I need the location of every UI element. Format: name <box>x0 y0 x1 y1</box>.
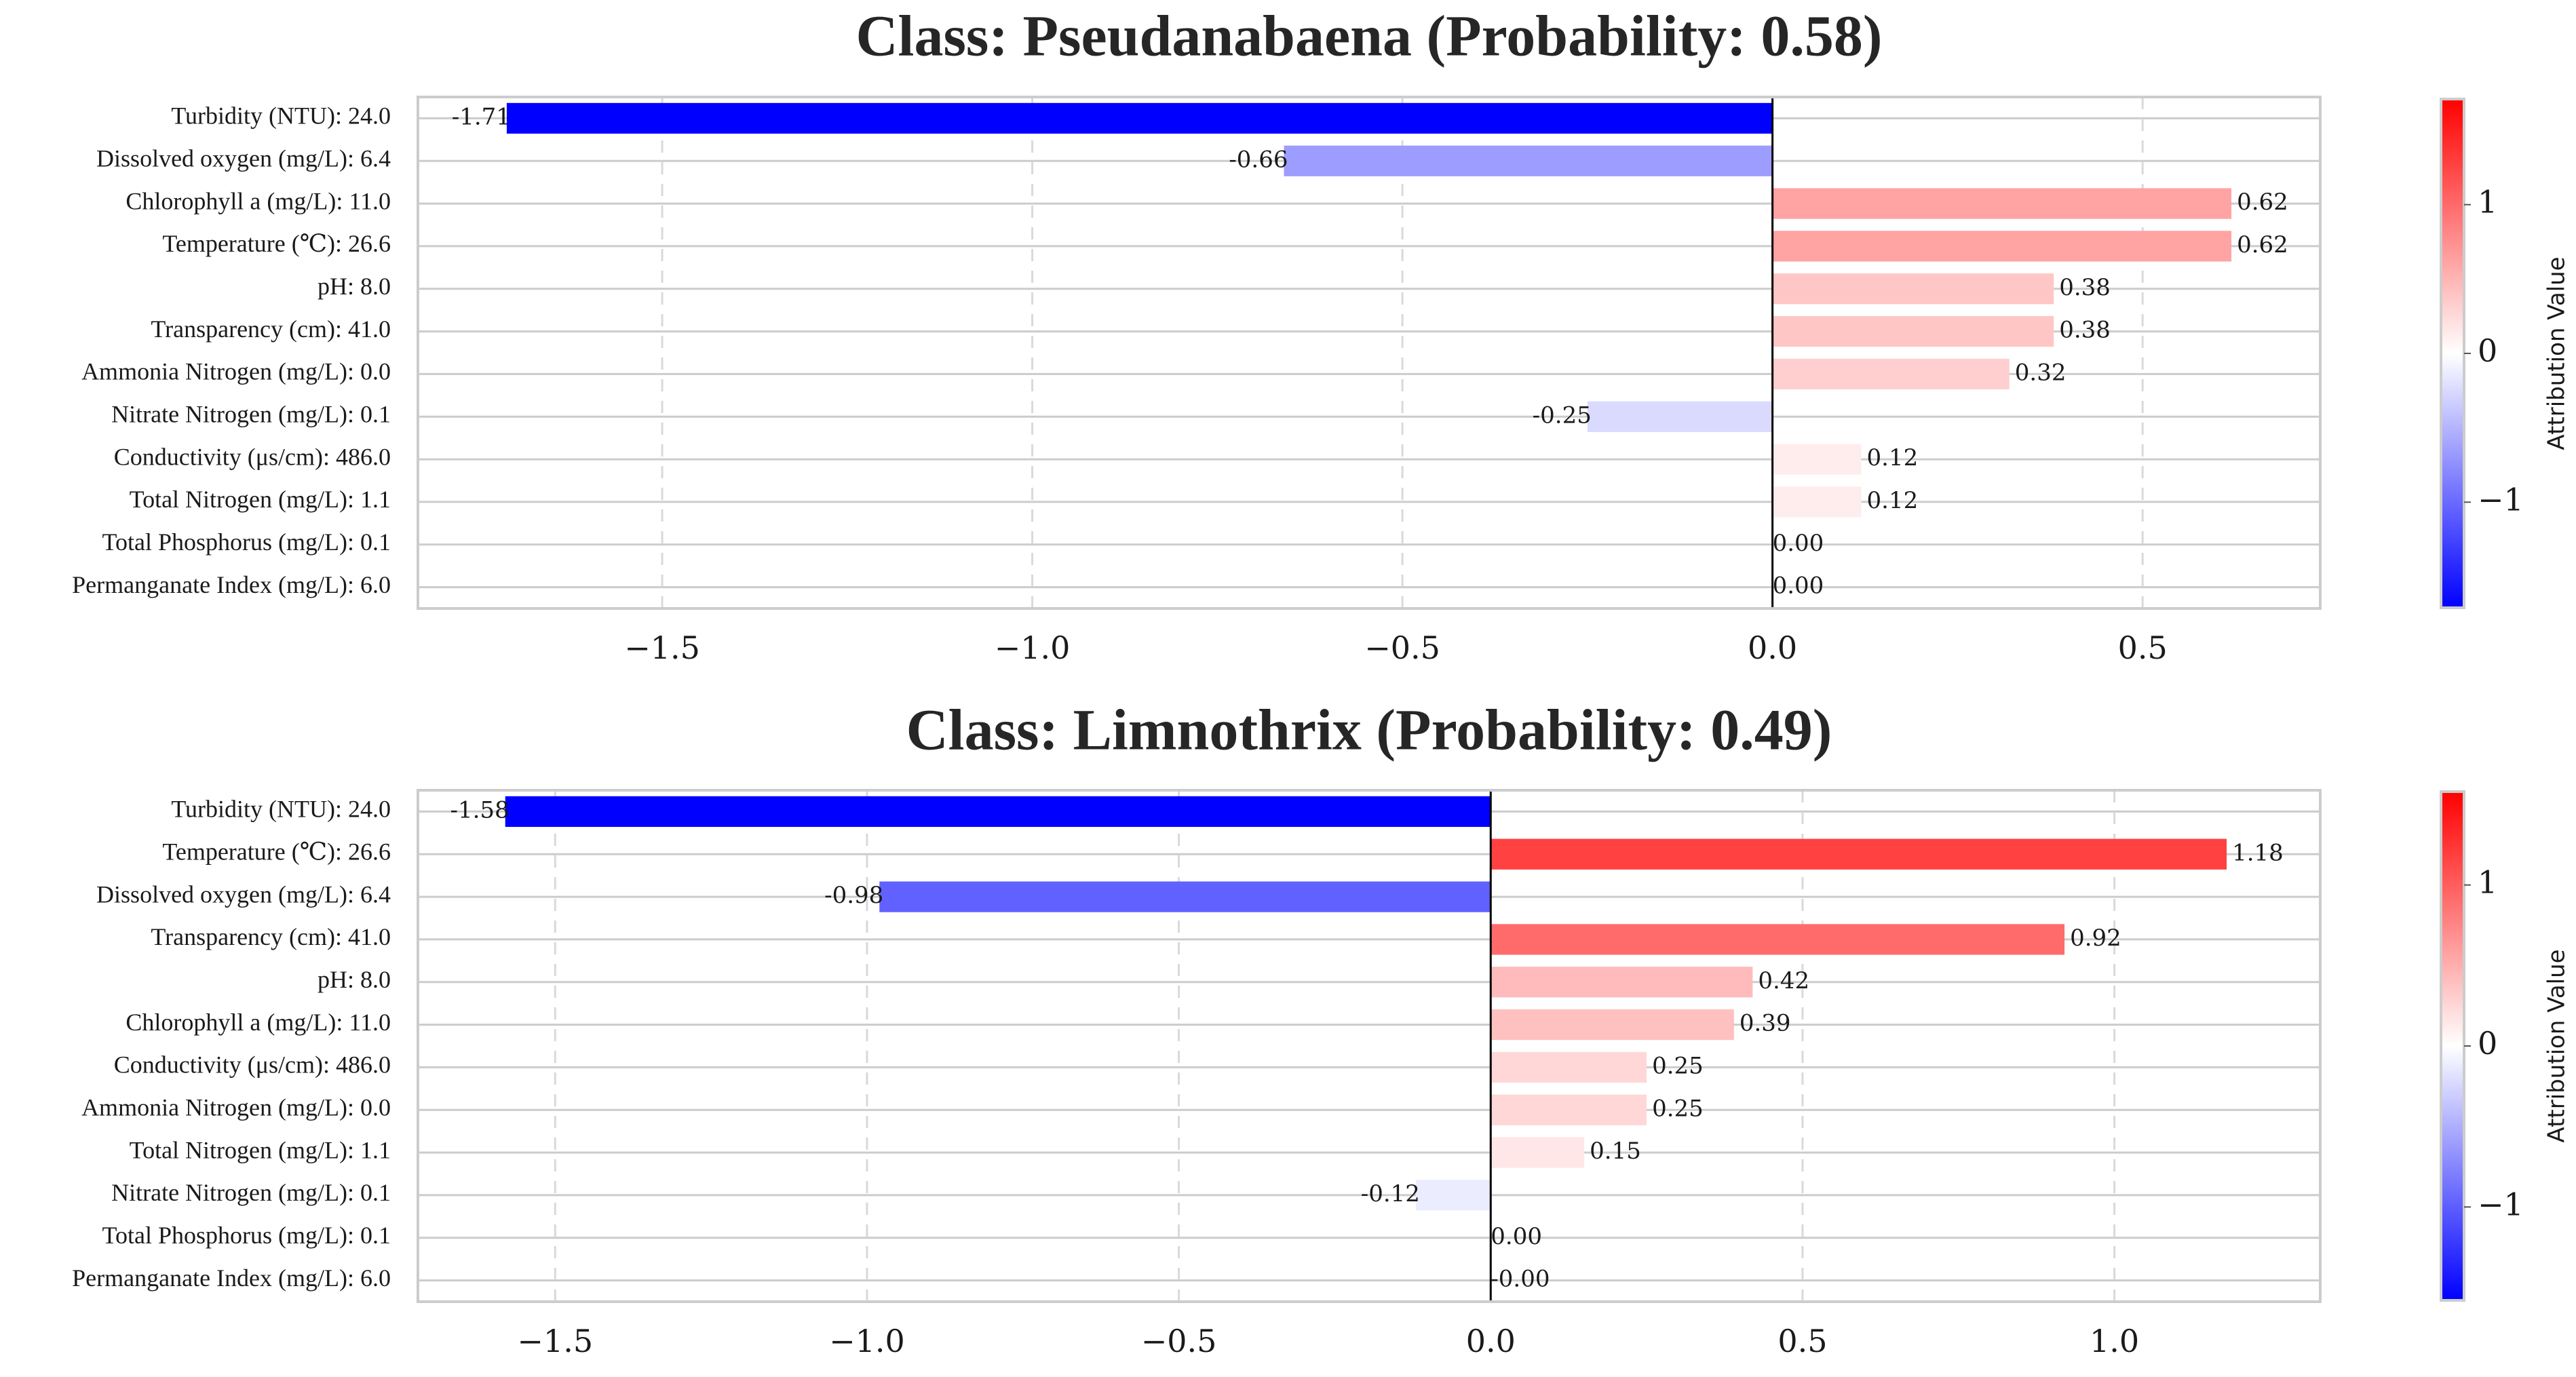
y-tick-label: Ammonia Nitrogen (mg/L): 0.0 <box>81 358 391 385</box>
y-tick-label: Permanganate Index (mg/L): 6.0 <box>72 1264 391 1292</box>
data-label: 0.92 <box>2070 925 2121 952</box>
y-tick-label: Transparency (cm): 41.0 <box>151 923 391 950</box>
bar <box>1491 838 2227 870</box>
bar <box>1772 188 2232 219</box>
x-tick-label: 0.0 <box>1748 629 1797 666</box>
y-tick-label: Nitrate Nitrogen (mg/L): 0.1 <box>111 1179 391 1206</box>
chart-panel-pseudanabaena: Class: Pseudanabaena (Probability: 0.58)… <box>72 3 2570 666</box>
x-tick-label: 0.5 <box>1777 1323 1827 1359</box>
y-tick-label: pH: 8.0 <box>318 273 391 300</box>
colorbar-tick-label: −1 <box>2478 481 2524 518</box>
bar <box>505 796 1491 828</box>
y-tick-label: Total Nitrogen (mg/L): 1.1 <box>130 1136 391 1163</box>
y-tick-label: Conductivity (μs/cm): 486.0 <box>114 1051 391 1079</box>
data-label: 1.18 <box>2232 839 2284 866</box>
y-tick-label: Total Nitrogen (mg/L): 1.1 <box>130 486 391 513</box>
data-label: 0.00 <box>1773 530 1824 557</box>
colorbar-tick-label: −1 <box>2478 1186 2524 1222</box>
y-tick-label: Turbidity (NTU): 24.0 <box>171 796 391 823</box>
data-label: -0.66 <box>1229 146 1288 173</box>
colorbar <box>2440 790 2465 1302</box>
x-tick-label: 0.0 <box>1466 1323 1516 1359</box>
bar <box>1415 1180 1491 1211</box>
y-tick-label: Permanganate Index (mg/L): 6.0 <box>72 571 391 598</box>
data-label: 0.42 <box>1758 967 1809 994</box>
bar <box>1491 1094 1647 1125</box>
bar <box>1772 231 2232 262</box>
bar <box>1491 924 2065 955</box>
y-tick-label: Chlorophyll a (mg/L): 11.0 <box>126 187 391 214</box>
x-tick-label: 1.0 <box>2090 1323 2139 1359</box>
x-tick-label: −1.5 <box>624 629 700 666</box>
bar <box>506 102 1773 134</box>
bar <box>1587 401 1773 432</box>
x-tick-label: −1.5 <box>517 1323 593 1359</box>
colorbar-tick-label: 0 <box>2478 1025 2497 1062</box>
data-label: 0.38 <box>2059 274 2111 301</box>
chart-title: Class: Pseudanabaena (Probability: 0.58) <box>856 3 1882 69</box>
y-tick-label: Dissolved oxygen (mg/L): 6.4 <box>96 880 391 908</box>
y-tick-label: Nitrate Nitrogen (mg/L): 0.1 <box>111 401 391 428</box>
y-tick-label: pH: 8.0 <box>318 966 391 993</box>
x-tick-label: −1.0 <box>995 629 1071 666</box>
bar <box>1284 145 1773 176</box>
y-tick-label: Total Phosphorus (mg/L): 0.1 <box>102 528 391 556</box>
bar <box>1491 1137 1585 1168</box>
chart-panel-limnothrix: Class: Limnothrix (Probability: 0.49) Tur… <box>72 697 2570 1359</box>
colorbar-tick-label: 1 <box>2478 864 2497 901</box>
bar <box>1772 273 2054 305</box>
y-tick-label: Transparency (cm): 41.0 <box>151 315 391 343</box>
data-label: -1.71 <box>452 103 511 130</box>
data-label: 0.25 <box>1652 1052 1704 1079</box>
data-label: -0.98 <box>824 882 883 909</box>
bar <box>1491 1051 1647 1083</box>
data-label: 0.39 <box>1739 1010 1791 1037</box>
data-label: 0.12 <box>1867 487 1919 514</box>
y-tick-label: Temperature (℃): 26.6 <box>162 230 391 257</box>
bar <box>1491 1009 1734 1041</box>
bar <box>1491 967 1753 998</box>
data-label: 0.15 <box>1590 1138 1641 1165</box>
colorbar-label: Attribution Value <box>2543 256 2571 450</box>
y-tick-label: Ammonia Nitrogen (mg/L): 0.0 <box>81 1094 391 1121</box>
data-label: 0.12 <box>1867 444 1919 471</box>
colorbar <box>2440 98 2465 609</box>
bar <box>1772 444 1862 475</box>
data-label: 0.25 <box>1652 1095 1704 1122</box>
data-label: -0.12 <box>1361 1180 1420 1207</box>
data-label: 0.62 <box>2237 189 2288 216</box>
y-tick-label: Turbidity (NTU): 24.0 <box>171 102 391 130</box>
plot-frame <box>417 96 2322 610</box>
plot-frame <box>417 789 2322 1303</box>
y-tick-label: Conductivity (μs/cm): 486.0 <box>114 443 391 470</box>
bar <box>1772 315 2054 347</box>
x-tick-label: −0.5 <box>1364 629 1440 666</box>
colorbar-tick-label: 1 <box>2478 184 2497 220</box>
x-tick-label: −1.0 <box>829 1323 905 1359</box>
data-label: -0.00 <box>1491 1266 1550 1293</box>
data-label: 0.32 <box>2015 359 2066 386</box>
x-tick-label: 0.5 <box>2118 629 2168 666</box>
bar <box>1772 486 1862 518</box>
y-tick-label: Chlorophyll a (mg/L): 11.0 <box>126 1009 391 1036</box>
colorbar-label: Attribution Value <box>2543 949 2571 1142</box>
x-tick-label: −0.5 <box>1141 1323 1217 1359</box>
chart-title: Class: Limnothrix (Probability: 0.49) <box>906 697 1832 762</box>
data-label: 0.38 <box>2059 317 2111 344</box>
data-label: -1.58 <box>450 796 510 823</box>
data-label: 0.62 <box>2237 231 2288 258</box>
bar <box>1772 358 2010 390</box>
colorbar-tick-label: 0 <box>2478 332 2497 369</box>
y-tick-label: Total Phosphorus (mg/L): 0.1 <box>102 1222 391 1249</box>
data-label: -0.25 <box>1533 402 1592 429</box>
y-tick-label: Temperature (℃): 26.6 <box>162 838 391 866</box>
bar <box>879 881 1491 912</box>
y-tick-label: Dissolved oxygen (mg/L): 6.4 <box>96 145 391 172</box>
data-label: 0.00 <box>1773 573 1824 600</box>
data-label: 0.00 <box>1491 1223 1542 1250</box>
